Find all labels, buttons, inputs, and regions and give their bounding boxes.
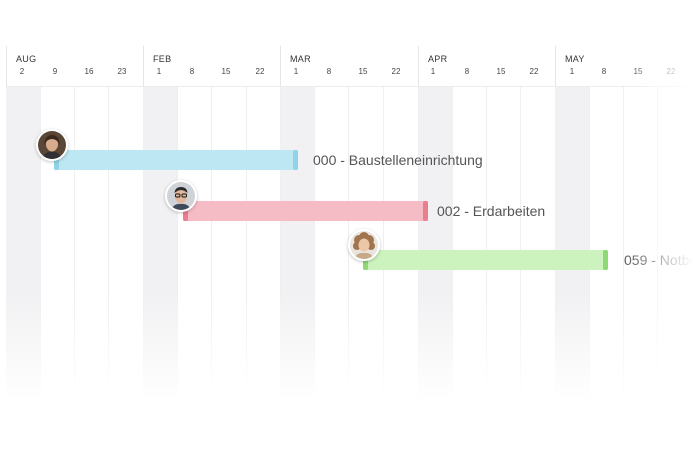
grid-line [486,87,487,401]
week-label: 22 [666,67,676,76]
grid-line [657,87,658,401]
month-label: AUG [16,54,37,64]
weekend-band [555,87,589,401]
week-label: 1 [569,67,575,76]
bar-end-handle[interactable] [603,250,608,270]
week-label: 15 [633,67,643,76]
weekend-band [6,87,40,401]
grid-line [314,87,315,401]
week-label: 1 [293,67,299,76]
week-label: 8 [326,67,332,76]
week-label: 15 [358,67,368,76]
week-label: 8 [189,67,195,76]
grid-line [246,87,247,401]
grid-line [452,87,453,401]
week-label: 1 [430,67,436,76]
grid-line [520,87,521,401]
grid-line [623,87,624,401]
month-header-feb: FEB [143,46,281,86]
grid-line [280,87,281,401]
week-label: 22 [255,67,265,76]
man-glasses-avatar[interactable] [165,180,197,212]
month-label: MAR [290,54,311,64]
grid-line [589,87,590,401]
week-label: 15 [221,67,231,76]
task-bar-baustelleneinrichtung[interactable] [54,150,298,170]
task-label: 000 - Baustelleneinrichtung [313,152,483,168]
task-label: 059 - Notbe [624,252,693,268]
week-label: 22 [529,67,539,76]
header-divider [6,86,693,87]
week-label: 1 [156,67,162,76]
month-header-apr: APR [418,46,556,86]
task-bar-notbe[interactable] [363,250,608,270]
curly-hair-avatar[interactable] [348,229,380,261]
month-label: APR [428,54,448,64]
gantt-chart: AUG FEB MAR APR MAY 2 9 16 23 1 8 15 22 … [6,46,693,401]
bar-end-handle[interactable] [423,201,428,221]
week-label: 8 [601,67,607,76]
grid-line [418,87,419,401]
bar-end-handle[interactable] [293,150,298,170]
month-label: FEB [153,54,172,64]
task-bar-erdarbeiten[interactable] [183,201,428,221]
month-header-mar: MAR [280,46,419,86]
grid-line [108,87,109,401]
woman-avatar[interactable] [36,129,68,161]
grid-line [143,87,144,401]
week-label: 23 [117,67,127,76]
task-label: 002 - Erdarbeiten [437,203,546,219]
weekend-band [280,87,314,401]
month-header-may: MAY [555,46,693,86]
grid-line [383,87,384,401]
month-header-aug: AUG [6,46,144,86]
weekend-band [143,87,177,401]
weekend-band [418,87,452,401]
week-label: 15 [496,67,506,76]
grid-line [211,87,212,401]
month-label: MAY [565,54,585,64]
grid-line [555,87,556,401]
week-label: 9 [52,67,58,76]
week-label: 8 [464,67,470,76]
week-label: 22 [391,67,401,76]
grid-line [177,87,178,401]
grid-line [74,87,75,401]
week-label: 2 [19,67,25,76]
week-label: 16 [84,67,94,76]
grid-line [40,87,41,401]
